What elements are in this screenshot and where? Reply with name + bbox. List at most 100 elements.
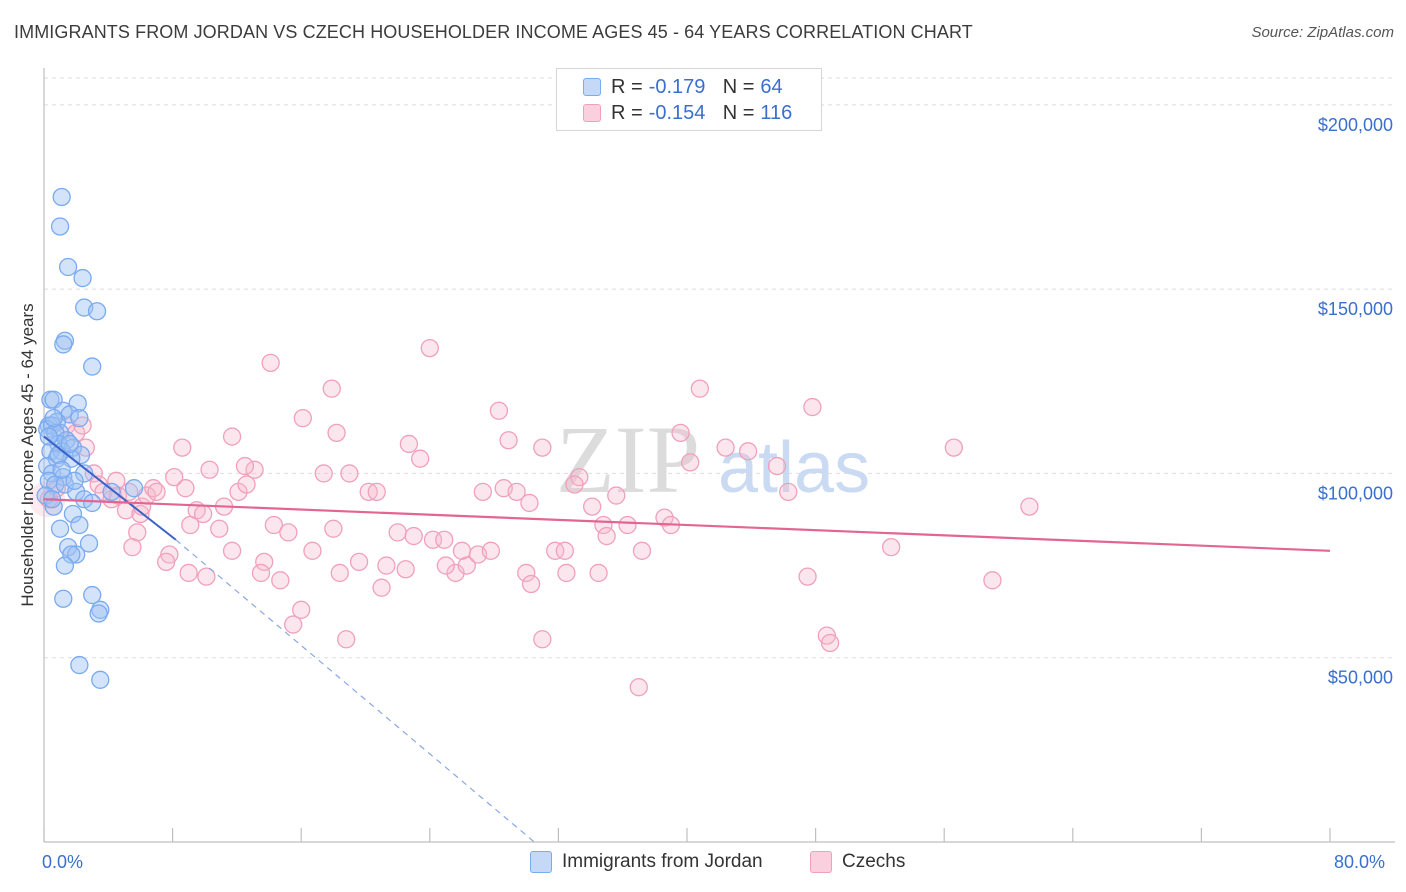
czechs-point bbox=[251, 563, 271, 583]
jordan-point bbox=[55, 475, 75, 494]
czechs-point bbox=[404, 526, 423, 546]
czechs-point bbox=[499, 431, 518, 450]
y-tick-label: $150,000 bbox=[1318, 299, 1393, 319]
czechs-point bbox=[446, 563, 465, 583]
jordan-point bbox=[50, 519, 70, 538]
czechs-point bbox=[102, 490, 121, 509]
czechs-point bbox=[197, 567, 216, 586]
czechs-point bbox=[324, 519, 343, 538]
jordan-point bbox=[65, 471, 84, 490]
jordan-point bbox=[91, 670, 110, 689]
czechs-point bbox=[264, 515, 284, 535]
czechs-point bbox=[655, 508, 674, 527]
jordan-point bbox=[70, 655, 89, 675]
x-axis-max-label: 80.0% bbox=[1334, 852, 1386, 872]
czechs-point bbox=[420, 338, 439, 358]
czechs-point bbox=[245, 460, 264, 479]
czechs-point bbox=[589, 563, 608, 583]
czechs-point bbox=[436, 556, 456, 575]
czechs-point bbox=[779, 482, 798, 502]
source-label: Source: ZipAtlas.com bbox=[1251, 24, 1394, 41]
jordan-trend-line bbox=[43, 435, 177, 541]
legend-r-label: R = bbox=[611, 101, 643, 124]
czechs-trend-line bbox=[43, 498, 1331, 552]
legend-row-jordan: R = -0.179 N = 64 bbox=[583, 75, 783, 99]
jordan-point bbox=[44, 497, 63, 516]
bottom-legend-swatch-czechs bbox=[810, 851, 832, 873]
czechs-point bbox=[179, 563, 198, 583]
y-tick-label: $200,000 bbox=[1318, 115, 1393, 135]
czechs-point bbox=[237, 475, 256, 494]
czechs-point bbox=[157, 552, 176, 572]
czechs-point bbox=[388, 523, 407, 542]
legend-n-value: 64 bbox=[760, 75, 783, 98]
jordan-point bbox=[83, 357, 102, 376]
jordan-point bbox=[58, 257, 78, 277]
czechs-point bbox=[507, 482, 526, 502]
correlation-legend: R = -0.179 N = 64 R = -0.154 N = 116 bbox=[556, 68, 822, 131]
czechs-point bbox=[767, 456, 787, 476]
czechs-point bbox=[983, 571, 1002, 590]
bottom-legend-swatch-jordan bbox=[530, 851, 552, 873]
czechs-point bbox=[200, 460, 219, 479]
jordan-point bbox=[70, 408, 89, 428]
jordan-point bbox=[63, 504, 83, 524]
czechs-point bbox=[555, 541, 574, 560]
trend-lines bbox=[43, 435, 1331, 843]
jordan-point bbox=[52, 187, 71, 207]
jordan-point bbox=[44, 408, 63, 428]
bottom-legend-jordan: Immigrants from Jordan bbox=[530, 851, 763, 873]
legend-n-label: N = bbox=[722, 101, 755, 124]
watermark-atlas: atlas bbox=[718, 428, 870, 508]
czechs-point bbox=[293, 408, 312, 428]
jordan-point bbox=[71, 445, 91, 465]
jordan-point bbox=[70, 515, 89, 535]
czechs-point bbox=[314, 464, 333, 483]
czechs-point bbox=[882, 537, 901, 557]
czechs-point bbox=[322, 379, 341, 398]
jordan-point bbox=[79, 534, 99, 553]
legend-row-czechs: R = -0.154 N = 116 bbox=[583, 101, 792, 125]
czechs-point bbox=[565, 475, 584, 494]
czechs-point bbox=[349, 552, 369, 572]
czechs-point bbox=[533, 438, 552, 457]
jordan-point bbox=[55, 556, 75, 575]
czechs-point bbox=[435, 530, 454, 549]
czechs-point bbox=[820, 633, 840, 653]
czechs-point bbox=[107, 471, 126, 490]
czechs-point bbox=[473, 482, 492, 502]
czechs-point bbox=[367, 482, 386, 502]
legend-n-value: 116 bbox=[760, 101, 793, 124]
legend-r-label: R = bbox=[611, 75, 643, 98]
czechs-point bbox=[632, 541, 652, 560]
jordan-point bbox=[83, 585, 102, 605]
czechs-point bbox=[546, 541, 565, 560]
czechs-point bbox=[222, 427, 242, 446]
czechs-point bbox=[235, 456, 255, 476]
czechs-point bbox=[176, 479, 195, 498]
czechs-point bbox=[396, 560, 415, 579]
czechs-point bbox=[279, 523, 298, 542]
bottom-legend-label-jordan: Immigrants from Jordan bbox=[562, 851, 763, 872]
bottom-legend-czechs: Czechs bbox=[810, 851, 905, 873]
jordan-point bbox=[73, 268, 92, 288]
czechs-point bbox=[944, 438, 963, 457]
czechs-point bbox=[399, 434, 419, 454]
jordan-point bbox=[102, 482, 121, 502]
y-tick-label: $100,000 bbox=[1318, 483, 1393, 503]
czechs-point bbox=[165, 467, 184, 487]
czechs-point bbox=[210, 519, 229, 538]
czechs-point bbox=[292, 600, 311, 619]
czechs-point bbox=[411, 449, 430, 468]
x-axis-min-label: 0.0% bbox=[42, 852, 84, 872]
legend-r-value: -0.179 bbox=[648, 75, 706, 98]
jordan-points bbox=[36, 187, 144, 689]
czechs-point bbox=[533, 630, 552, 649]
czechs-point bbox=[330, 563, 349, 583]
jordan-trend-extension bbox=[175, 539, 535, 843]
legend-swatch-jordan bbox=[583, 78, 601, 96]
czechs-point bbox=[738, 442, 758, 461]
y-axis-label: Householder Income Ages 45 - 64 years bbox=[18, 303, 37, 606]
czechs-point bbox=[255, 552, 274, 572]
